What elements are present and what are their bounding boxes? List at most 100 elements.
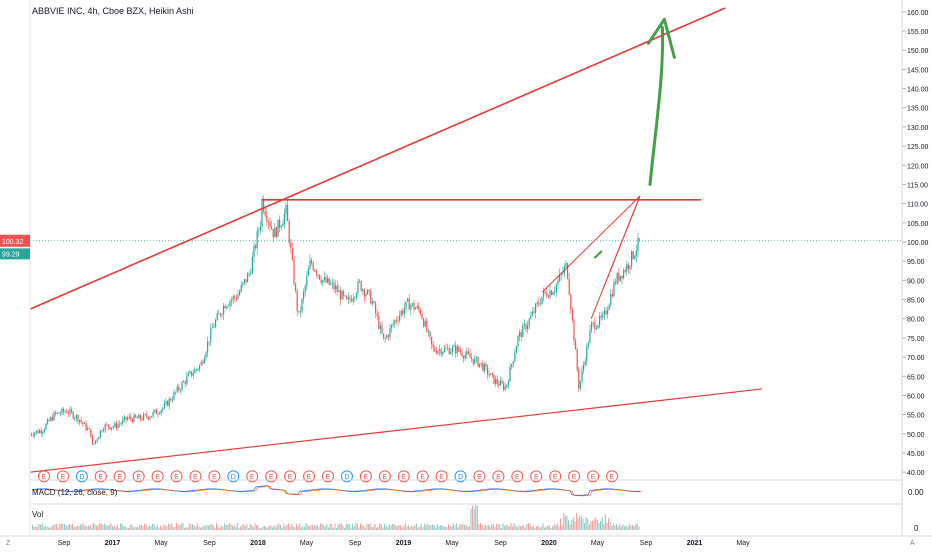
volume-bar	[398, 524, 400, 530]
candle-body	[144, 414, 146, 416]
volume-bar	[502, 523, 504, 530]
candle-body	[466, 351, 468, 355]
candle-body	[315, 271, 317, 275]
candle-body	[298, 311, 300, 312]
event-marker-label: D	[458, 474, 463, 481]
volume-bar	[299, 523, 301, 530]
volume-bar	[281, 527, 283, 530]
candle-body	[99, 430, 101, 437]
candle-body	[439, 349, 441, 351]
volume-bar	[403, 525, 405, 530]
candle-body	[536, 302, 538, 304]
event-marker-circle	[568, 470, 581, 483]
volume-bar	[81, 523, 83, 530]
candle-body	[637, 238, 639, 251]
volume-bar	[59, 523, 61, 530]
event-marker-label: E	[250, 474, 255, 481]
volume-bar	[264, 525, 266, 530]
event-marker-label: E	[155, 474, 160, 481]
candle-body	[384, 338, 386, 340]
candle-body	[31, 433, 33, 436]
candle-body	[375, 303, 377, 314]
time-tick-label: Sep	[349, 540, 362, 547]
volume-bar	[460, 524, 462, 530]
candle-body	[194, 369, 196, 374]
corner-right-label[interactable]: A	[910, 540, 915, 547]
candle-body	[231, 299, 233, 302]
rising-resistance-trendline	[29, 7, 726, 310]
candle-body	[335, 285, 337, 290]
event-marker-label: E	[572, 474, 577, 481]
volume-bar	[376, 527, 378, 530]
candle-body	[434, 347, 436, 351]
volume-bar	[516, 527, 518, 530]
volume-bar	[478, 524, 480, 530]
candle-body	[443, 347, 445, 352]
volume-bar	[385, 525, 387, 530]
volume-bar	[380, 524, 382, 530]
volume-bar	[211, 523, 213, 530]
volume-bar	[350, 527, 352, 530]
candle-body	[458, 346, 460, 351]
volume-bar	[372, 526, 374, 530]
candle-body	[634, 255, 636, 259]
candle-body	[304, 285, 306, 292]
corner-left-label[interactable]: Z	[6, 540, 11, 547]
candle-body	[285, 204, 287, 214]
candle-body	[496, 378, 498, 384]
event-marker-circle	[56, 470, 69, 483]
event-marker-circle	[227, 470, 240, 483]
volume-bar	[467, 526, 469, 530]
volume-bar	[102, 524, 104, 530]
event-marker-circle	[170, 470, 183, 483]
candle-body	[131, 418, 133, 422]
volume-bar	[323, 524, 325, 530]
volume-bar	[249, 523, 251, 530]
volume-bar	[368, 524, 370, 530]
volume-bar	[619, 524, 621, 530]
event-marker-circle	[189, 470, 202, 483]
volume-bar	[180, 523, 182, 530]
price-tick-label: 60.00	[907, 393, 925, 400]
volume-bar	[384, 523, 386, 530]
price-tick-label: 120.00	[907, 163, 929, 170]
candle-body	[202, 361, 204, 364]
volume-bar	[292, 526, 294, 530]
candle-body	[79, 419, 81, 422]
volume-bar	[291, 523, 293, 530]
event-marker-circle	[322, 470, 335, 483]
time-tick-label: 2017	[105, 540, 121, 547]
volume-bar	[600, 521, 602, 530]
volume-bar	[136, 527, 138, 530]
candle-body	[453, 345, 455, 348]
candle-body	[445, 347, 447, 349]
volume-bar	[155, 526, 157, 530]
candle-body	[103, 429, 105, 432]
candle-body	[277, 219, 279, 237]
candle-body	[611, 294, 613, 297]
candle-body	[343, 291, 345, 296]
candle-body	[456, 346, 458, 354]
event-marker-label: E	[534, 474, 539, 481]
volume-bar	[262, 526, 264, 530]
volume-bar	[555, 525, 557, 530]
candle-body	[328, 278, 330, 285]
volume-bar	[64, 524, 66, 530]
event-marker-label: E	[42, 474, 47, 481]
volume-bar	[526, 523, 528, 530]
volume-bar	[41, 523, 43, 530]
candle-body	[469, 353, 471, 358]
candle-body	[626, 264, 628, 272]
volume-bar	[582, 518, 584, 530]
time-tick-label: Sep	[640, 540, 653, 547]
volume-bar	[435, 527, 437, 530]
candle-body	[607, 310, 609, 315]
volume-bar	[564, 516, 566, 530]
candle-body	[373, 301, 375, 304]
candle-body	[34, 432, 36, 436]
candle-body	[416, 305, 418, 309]
candle-body	[408, 298, 410, 310]
candle-body	[93, 443, 95, 445]
